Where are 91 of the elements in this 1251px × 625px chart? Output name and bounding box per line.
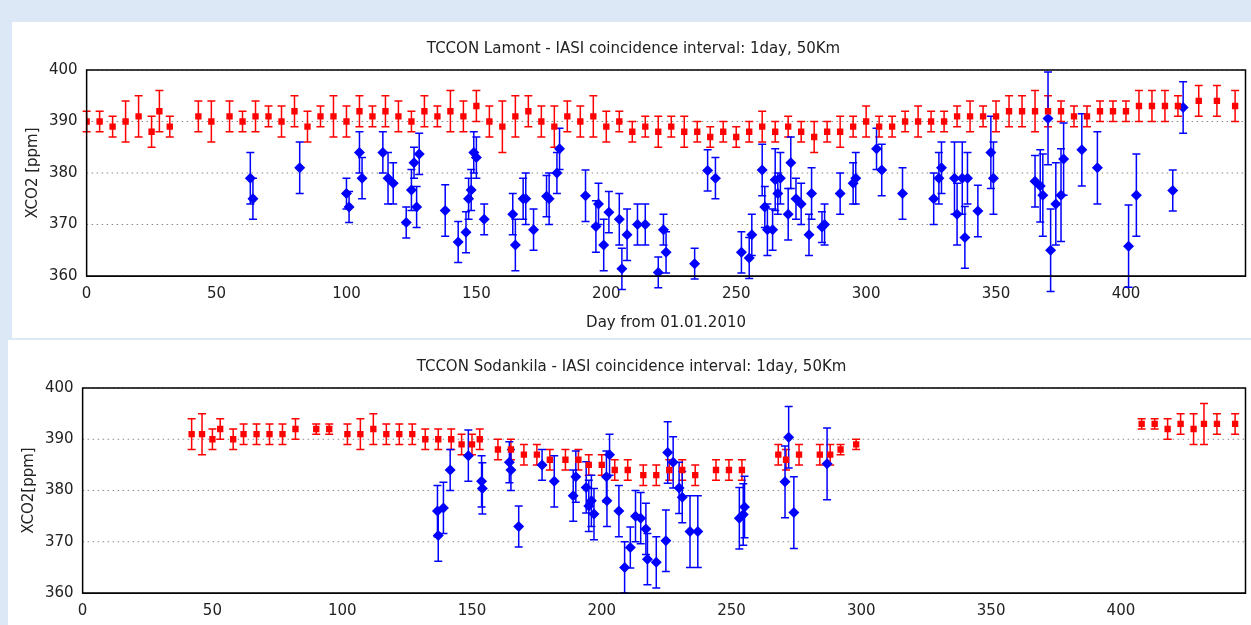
x-tick-label: 0 bbox=[77, 600, 88, 619]
point bbox=[292, 425, 299, 433]
x-tick-label: 300 bbox=[851, 283, 881, 302]
point bbox=[601, 495, 613, 507]
y-tick-label: 360 bbox=[48, 265, 78, 284]
x-tick-label: 0 bbox=[81, 283, 92, 302]
x-tick-label: 200 bbox=[591, 283, 621, 302]
point bbox=[431, 505, 443, 517]
x-tick-label: 100 bbox=[327, 600, 357, 619]
x-tick-label: 400 bbox=[1111, 283, 1141, 302]
point bbox=[739, 501, 751, 513]
point bbox=[494, 446, 502, 453]
x-tick-label: 150 bbox=[462, 283, 491, 302]
y-tick-label: 400 bbox=[44, 377, 74, 396]
point bbox=[580, 481, 592, 493]
point bbox=[357, 430, 364, 438]
point bbox=[667, 456, 679, 468]
point bbox=[600, 471, 612, 483]
x-tick-label: 350 bbox=[981, 283, 1011, 302]
point bbox=[660, 535, 672, 547]
point bbox=[253, 430, 260, 438]
point bbox=[673, 482, 685, 494]
point bbox=[533, 451, 541, 458]
x-tick-label: 350 bbox=[976, 600, 1006, 619]
x-tick-label: 200 bbox=[587, 600, 617, 619]
point bbox=[604, 449, 616, 461]
point bbox=[432, 530, 444, 542]
point bbox=[1177, 420, 1184, 428]
point bbox=[503, 456, 515, 468]
point bbox=[775, 451, 782, 458]
point bbox=[624, 466, 631, 474]
point bbox=[520, 451, 528, 458]
x-tick-label: 50 bbox=[202, 600, 222, 619]
x-tick-label: 150 bbox=[457, 600, 487, 619]
point bbox=[344, 430, 351, 438]
point bbox=[240, 430, 247, 438]
x-axis-title: Day from 01.01.2010 bbox=[586, 312, 747, 331]
point bbox=[788, 507, 800, 519]
point bbox=[279, 430, 286, 438]
y-tick-label: 370 bbox=[44, 531, 74, 550]
y-tick-label: 360 bbox=[44, 582, 74, 601]
point bbox=[370, 425, 377, 433]
y-tick-label: 380 bbox=[48, 162, 78, 181]
y-axis-title: XCO2[ppm] bbox=[18, 447, 37, 534]
point bbox=[562, 456, 569, 463]
point bbox=[779, 476, 791, 488]
y-tick-label: 380 bbox=[44, 480, 74, 499]
point bbox=[816, 451, 823, 458]
point bbox=[266, 430, 273, 438]
x-tick-label: 250 bbox=[717, 600, 746, 619]
point bbox=[1164, 425, 1171, 433]
point bbox=[613, 505, 625, 517]
point bbox=[619, 561, 631, 573]
point bbox=[448, 436, 455, 443]
point bbox=[783, 431, 795, 443]
point bbox=[570, 471, 582, 483]
x-tick-label: 300 bbox=[847, 600, 876, 619]
point bbox=[650, 556, 662, 568]
point bbox=[444, 464, 456, 476]
point bbox=[821, 458, 833, 470]
point bbox=[662, 447, 674, 459]
point bbox=[567, 490, 579, 502]
x-tick-label: 400 bbox=[1106, 600, 1136, 619]
point bbox=[548, 475, 560, 487]
y-tick-label: 390 bbox=[48, 111, 78, 130]
y-tick-label: 390 bbox=[44, 429, 74, 448]
point bbox=[676, 491, 688, 503]
point bbox=[188, 430, 195, 438]
point bbox=[468, 441, 476, 448]
x-tick-label: 100 bbox=[332, 283, 361, 302]
point bbox=[588, 508, 600, 520]
point bbox=[383, 430, 390, 438]
point bbox=[505, 464, 517, 476]
point bbox=[575, 456, 582, 463]
point bbox=[462, 450, 474, 462]
y-tick-label: 370 bbox=[48, 214, 78, 233]
point bbox=[827, 451, 834, 458]
point bbox=[209, 436, 216, 443]
x-tick-label: 250 bbox=[721, 283, 751, 302]
point bbox=[795, 451, 803, 458]
point bbox=[536, 459, 548, 471]
point bbox=[624, 541, 636, 553]
point bbox=[1190, 425, 1197, 433]
x-tick-label: 50 bbox=[207, 283, 227, 302]
chart-title: TCCON Lamont - IASI coincidence interval: 1day, 50Km bbox=[425, 38, 841, 57]
point bbox=[507, 446, 515, 453]
y-axis-title: XCO2 [ppm] bbox=[22, 127, 41, 219]
y-tick-label: 400 bbox=[48, 59, 78, 78]
point bbox=[513, 520, 525, 532]
point bbox=[458, 441, 465, 448]
chart-title: TCCON Sodankila - IASI coincidence interval: 1day, 50Km bbox=[415, 356, 847, 375]
